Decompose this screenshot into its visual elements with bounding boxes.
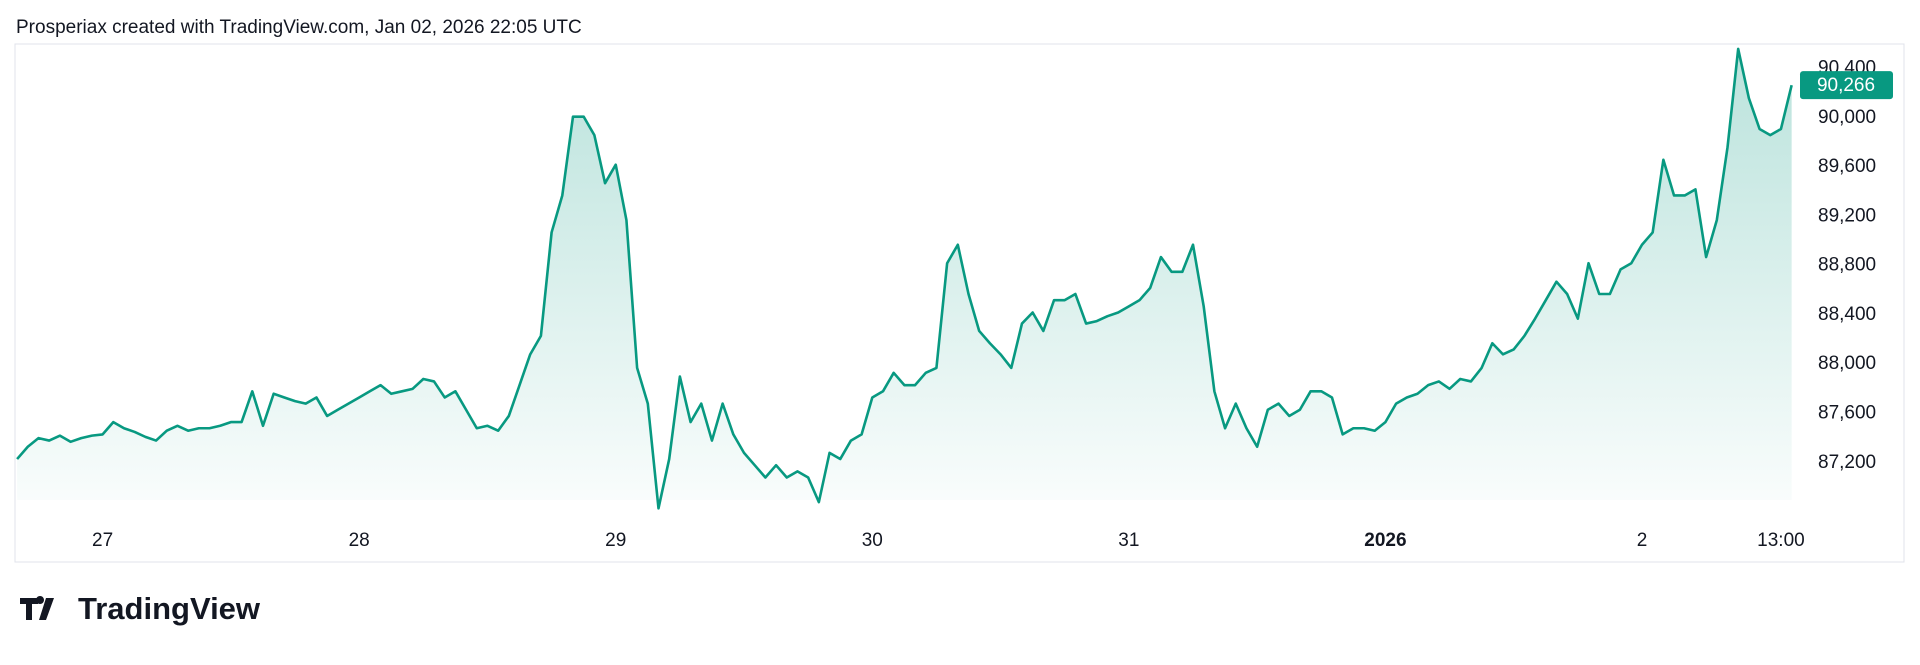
y-tick-label: 87,200 <box>1818 452 1876 473</box>
last-price-box <box>1800 71 1893 100</box>
chart-frame <box>14 43 1905 563</box>
y-tick-label: 90,000 <box>1818 107 1876 128</box>
x-tick-label: 13:00 <box>1757 530 1805 551</box>
y-tick-label: 88,000 <box>1818 353 1876 374</box>
x-tick-label: 2 <box>1637 530 1648 551</box>
area-fill <box>17 48 1792 509</box>
x-tick-label: 2026 <box>1364 530 1406 551</box>
logo-icon <box>20 596 54 620</box>
last-price-label: 90,266 <box>1817 75 1875 96</box>
logo: TradingView <box>20 591 261 626</box>
price-line <box>16 47 1793 510</box>
y-tick-label: 88,800 <box>1818 255 1876 276</box>
x-tick-label: 28 <box>349 530 370 551</box>
y-tick-label: 87,600 <box>1818 402 1876 423</box>
logo-text: TradingView <box>78 591 261 626</box>
x-tick-label: 31 <box>1118 530 1139 551</box>
y-tick-label: 88,400 <box>1818 304 1876 325</box>
x-tick-label: 30 <box>862 530 883 551</box>
header: Prosperiax created with TradingView.com,… <box>16 17 582 38</box>
y-tick-label: 89,200 <box>1818 205 1876 226</box>
y-tick-label: 89,600 <box>1818 156 1876 177</box>
x-tick-label: 29 <box>605 530 626 551</box>
x-tick-label: 27 <box>92 530 113 551</box>
